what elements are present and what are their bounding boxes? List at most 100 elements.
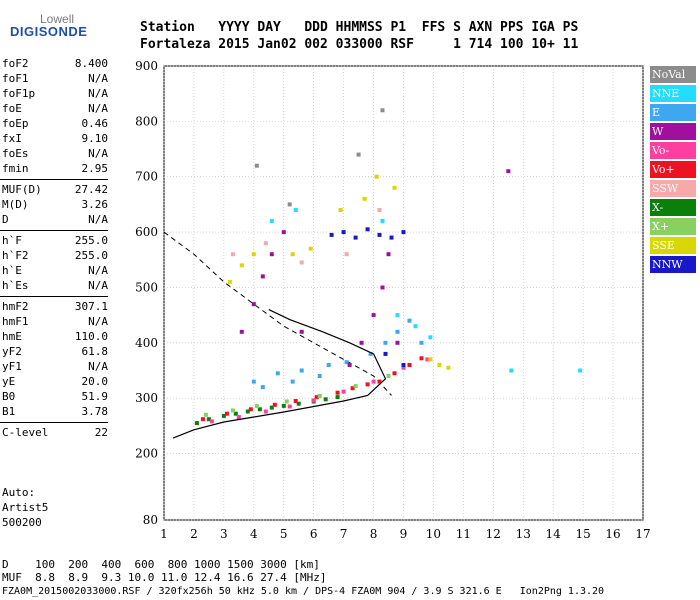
dashed-reference-curve (163, 231, 392, 396)
echo-mark-noval (287, 202, 292, 207)
echo-mark-x (257, 407, 262, 412)
echo-mark-sse (239, 263, 244, 268)
param-row: B1 3.78 (2, 405, 108, 420)
param-value: N/A (88, 102, 108, 115)
param-group-separator (0, 230, 108, 231)
echo-mark-vo (293, 399, 298, 403)
param-value: 255.0 (74, 249, 108, 262)
echo-mark-nnw (401, 363, 406, 367)
echo-mark-nnw (329, 232, 334, 237)
header-line-2: Fortaleza 2015 Jan02 002 033000 RSF 1 71… (140, 37, 579, 52)
param-value: 8.400 (74, 57, 108, 70)
echo-mark-sse (392, 185, 397, 190)
legend-item-sse: SSE (650, 237, 696, 254)
x-tick-label: 15 (575, 527, 590, 541)
echo-mark-e (407, 318, 412, 323)
echo-mark-vo (263, 409, 268, 414)
echo-mark-sse (227, 279, 232, 284)
echo-mark-vo (209, 419, 214, 424)
echo-mark-x (353, 384, 358, 388)
fitted-profile-curve (172, 309, 387, 439)
echo-mark-x (221, 413, 226, 418)
echo-mark-w (386, 252, 391, 257)
x-tick-label: 2 (190, 527, 198, 541)
echo-mark-nne (578, 368, 583, 373)
param-key: foF2 (2, 57, 29, 70)
echo-mark-nnw (389, 235, 394, 240)
footer-distance-row: D 100 200 400 600 800 1000 1500 3000 [km… (2, 558, 320, 571)
param-row: yF1 N/A (2, 360, 108, 375)
param-key: C-level (2, 426, 49, 439)
echo-mark-nne (380, 219, 385, 223)
echo-mark-vo (350, 386, 355, 391)
echo-mark-w (395, 340, 400, 345)
param-value: 255.0 (74, 234, 108, 247)
echo-mark-nnw (365, 227, 370, 232)
echo-mark-vo (314, 395, 319, 400)
echo-mark-ssw (377, 208, 382, 212)
param-key: hmF1 (2, 315, 29, 328)
echo-mark-e (419, 340, 424, 345)
x-tick-label: 9 (400, 527, 408, 541)
param-value: 3.26 (81, 198, 109, 211)
echo-mark-vo (200, 417, 205, 422)
legend-item-w: W (650, 123, 696, 140)
echo-mark-vo (419, 356, 424, 361)
echo-mark-nne (413, 324, 418, 329)
param-value: 61.8 (81, 345, 109, 358)
param-group-separator (0, 179, 108, 180)
echo-mark-nnw (401, 230, 406, 235)
param-value: 0.46 (81, 117, 109, 130)
param-row: hmF1 N/A (2, 315, 108, 330)
echo-mark-w (299, 329, 304, 334)
echo-mark-x (254, 403, 259, 408)
param-row: h`Es N/A (2, 279, 108, 294)
footer-muf-row: MUF 8.8 8.9 9.3 10.0 11.0 12.4 16.6 27.4… (2, 571, 327, 584)
autoscaling-version: 500200 (2, 516, 42, 529)
echo-mark-w (281, 230, 286, 235)
autoscaling-label: Auto: (2, 486, 36, 499)
echo-mark-nne (395, 313, 400, 318)
echo-mark-ssw (344, 252, 349, 257)
x-tick-label: 16 (605, 527, 620, 541)
param-value: N/A (88, 72, 108, 85)
echo-mark-e (260, 385, 265, 390)
echo-mark-vo (335, 390, 340, 395)
param-row: foF1 N/A (2, 72, 108, 87)
param-value: N/A (88, 87, 108, 100)
echo-mark-x (335, 395, 340, 400)
echo-mark-w (347, 363, 352, 367)
echo-mark-e (326, 363, 331, 367)
x-tick-label: 6 (310, 527, 318, 541)
param-row: fmin 2.95 (2, 162, 108, 177)
param-key: fmin (2, 162, 29, 175)
echo-mark-x (317, 394, 322, 398)
logo-top-text: Lowell (40, 12, 75, 26)
x-tick-label: 17 (635, 527, 650, 541)
x-tick-label: 14 (546, 527, 562, 541)
echo-mark-vo (311, 398, 316, 403)
legend-item-x: X- (650, 199, 696, 216)
param-key: hmE (2, 330, 22, 343)
x-tick-label: 5 (280, 527, 288, 541)
autoscaling-program: Artist5 (2, 501, 49, 514)
param-value: N/A (88, 279, 108, 292)
echo-mark-e (317, 374, 322, 378)
y-tick-label: 900 (135, 59, 158, 73)
legend-item-x: X+ (650, 218, 696, 235)
y-tick-label: 400 (135, 336, 158, 350)
echo-mark-nnw (341, 230, 346, 235)
param-value: 3.78 (81, 405, 109, 418)
y-tick-label: 700 (135, 170, 158, 184)
echo-mark-nne (269, 219, 274, 223)
echo-mark-sse (446, 365, 451, 370)
echo-mark-vo (287, 404, 292, 409)
plot-frame (163, 65, 644, 521)
echo-mark-vo (224, 411, 229, 416)
echo-mark-noval (356, 152, 361, 157)
echo-mark-vo (365, 382, 370, 387)
y-tick-label: 600 (135, 225, 158, 239)
echo-mark-x (323, 397, 328, 402)
param-row: D N/A (2, 213, 108, 228)
echo-mark-vo (341, 389, 346, 394)
